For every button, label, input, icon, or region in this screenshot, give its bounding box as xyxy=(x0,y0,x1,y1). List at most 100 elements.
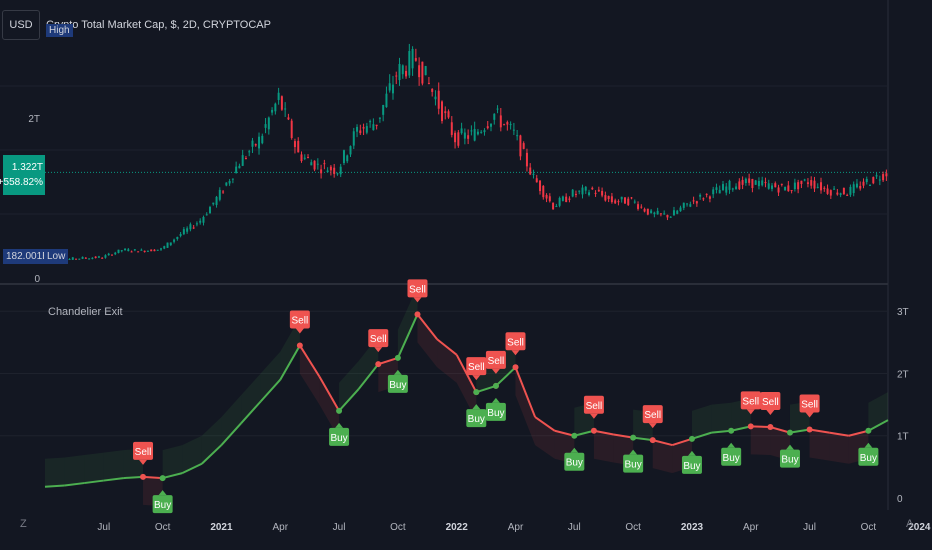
candle-body xyxy=(859,185,862,189)
sell-label: Sell xyxy=(409,284,426,295)
candle-body xyxy=(568,198,571,200)
candle-body xyxy=(267,117,270,130)
candle-body xyxy=(287,117,290,120)
time-tick-label: 2023 xyxy=(681,522,704,533)
stop-line-segment xyxy=(848,429,869,437)
candle-body xyxy=(398,63,401,81)
candle-body xyxy=(421,61,424,84)
candle-body xyxy=(241,155,244,166)
candle-body xyxy=(248,151,251,153)
time-tick-label: Jul xyxy=(97,522,110,533)
candle-body xyxy=(173,239,176,242)
candle-body xyxy=(97,256,100,258)
candle-body xyxy=(793,182,796,190)
candle-body xyxy=(571,189,574,197)
candle-body xyxy=(767,183,770,189)
auto-scale-button[interactable]: A xyxy=(906,518,914,530)
candle-body xyxy=(284,108,287,110)
stop-fill xyxy=(182,435,202,474)
candle-body xyxy=(349,146,352,155)
candle-body xyxy=(699,194,702,197)
candle-body xyxy=(757,180,760,187)
stop-fill xyxy=(201,417,222,464)
candle-body xyxy=(529,167,532,175)
candle-body xyxy=(159,248,162,250)
candle-body xyxy=(297,140,300,153)
candle-body xyxy=(470,130,473,132)
candle-body xyxy=(855,183,858,188)
candle-body xyxy=(460,128,463,134)
candle-body xyxy=(437,90,440,109)
currency-button[interactable]: USD xyxy=(2,10,40,40)
sell-label: Sell xyxy=(801,400,818,411)
stop-fill xyxy=(691,404,712,439)
sell-marker xyxy=(485,350,506,369)
candle-body xyxy=(274,103,277,112)
candle-body xyxy=(140,249,143,251)
price-axis[interactable]: 2T 0 3T 2T 1T 0 xyxy=(28,114,908,505)
candle-body xyxy=(320,169,323,174)
candle-body xyxy=(163,246,166,249)
stop-line-segment xyxy=(613,433,634,439)
stop-fill xyxy=(280,317,300,380)
candle-body xyxy=(202,216,205,223)
candle-body xyxy=(254,144,257,146)
candle-body xyxy=(271,109,274,113)
candle-body xyxy=(277,92,280,100)
marker-pointer xyxy=(491,397,500,403)
candle-body xyxy=(293,141,296,148)
marker-pointer xyxy=(511,350,520,356)
buy-label: Buy xyxy=(487,408,504,419)
candle-body xyxy=(130,251,133,253)
buy-label: Buy xyxy=(468,414,485,425)
candle-body xyxy=(231,178,234,180)
stop-fill xyxy=(515,367,536,446)
buy-dot xyxy=(571,432,578,439)
candle-body xyxy=(483,130,486,133)
sell-marker xyxy=(642,405,663,424)
candle-body xyxy=(846,194,849,196)
zoom-button[interactable]: Z xyxy=(20,518,27,530)
marker-pointer xyxy=(687,450,696,456)
stop-line-segment xyxy=(475,384,497,394)
candle-body xyxy=(454,132,457,143)
candle-body xyxy=(499,115,502,128)
candle-body xyxy=(777,187,780,193)
candle-body xyxy=(666,214,669,218)
candlestick-series xyxy=(45,43,888,264)
candle-body xyxy=(176,236,179,239)
candle-body xyxy=(702,198,705,200)
candle-body xyxy=(839,193,842,195)
candle-body xyxy=(875,175,878,177)
candle-body xyxy=(440,101,443,122)
indicator-title[interactable]: Chandelier Exit xyxy=(48,306,123,318)
candle-body xyxy=(310,162,313,166)
candle-body xyxy=(862,181,865,186)
sell-dot xyxy=(747,423,754,430)
candle-body xyxy=(584,186,587,191)
candle-body xyxy=(604,195,607,201)
candle-body xyxy=(388,83,391,91)
time-tick-label: Oct xyxy=(390,522,406,533)
candle-body xyxy=(885,173,888,177)
sell-marker xyxy=(505,332,526,351)
candle-body xyxy=(323,163,326,165)
buy-label: Buy xyxy=(154,500,171,511)
stop-line-segment xyxy=(259,379,281,403)
sell-label: Sell xyxy=(742,396,759,407)
candle-body xyxy=(744,178,747,184)
candle-body xyxy=(512,129,515,131)
time-axis[interactable]: Jul Oct 2021 Apr Jul Oct 2022 Apr Jul Oct 2023 Apr J… xyxy=(97,522,931,533)
candle-body xyxy=(692,200,695,202)
candle-body xyxy=(852,184,855,194)
buy-label: Buy xyxy=(625,460,642,471)
marker-pointer xyxy=(746,409,755,415)
marker-pointer xyxy=(785,444,794,450)
sell-dot xyxy=(296,342,303,349)
candle-body xyxy=(414,58,417,61)
sell-marker xyxy=(740,391,761,410)
candle-body xyxy=(101,257,104,259)
marker-pointer xyxy=(413,297,422,303)
buy-marker xyxy=(152,495,173,514)
